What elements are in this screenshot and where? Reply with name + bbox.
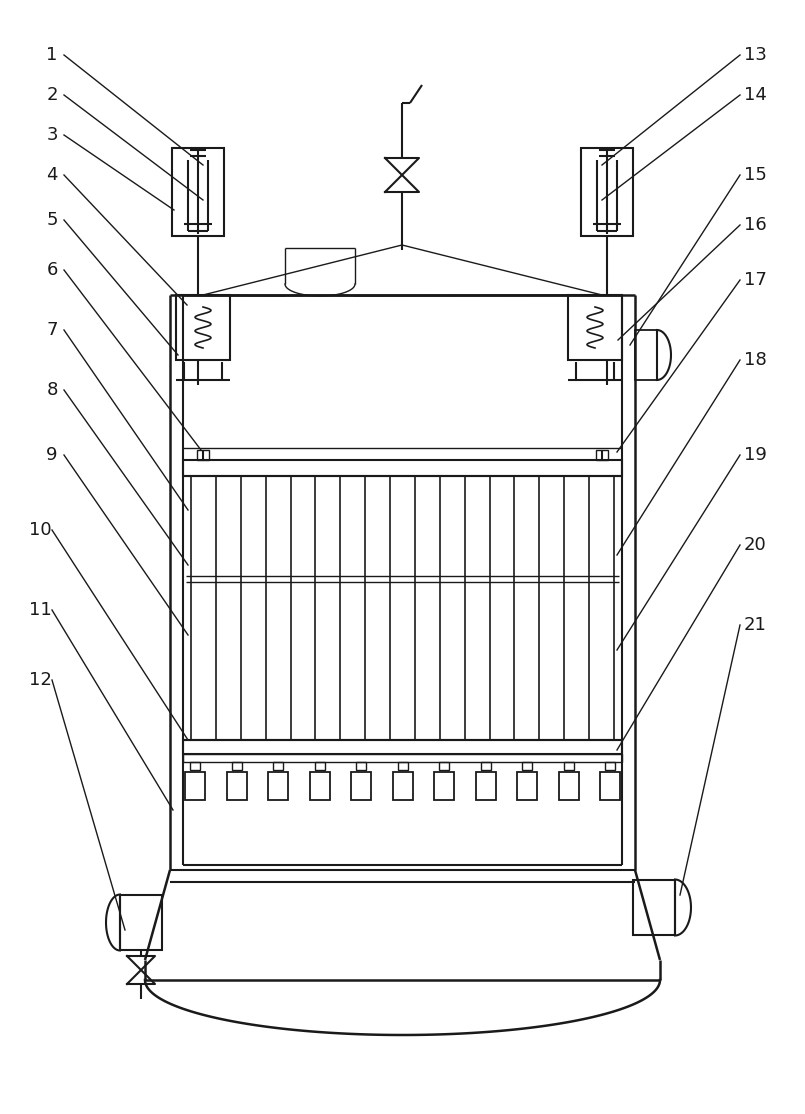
Text: 20: 20 xyxy=(744,536,766,554)
Text: 8: 8 xyxy=(47,381,58,399)
Bar xyxy=(120,895,162,950)
Bar xyxy=(398,762,407,770)
Bar xyxy=(172,148,224,236)
Text: 5: 5 xyxy=(46,211,58,229)
Bar xyxy=(183,460,622,476)
Text: 18: 18 xyxy=(744,351,766,369)
Bar xyxy=(197,450,209,460)
Text: 14: 14 xyxy=(744,86,766,104)
Bar xyxy=(559,772,579,800)
Text: 12: 12 xyxy=(28,671,52,688)
Text: 10: 10 xyxy=(29,521,52,539)
Bar xyxy=(273,762,283,770)
Text: 11: 11 xyxy=(29,600,52,619)
Bar xyxy=(481,762,490,770)
Bar xyxy=(183,754,622,762)
Bar xyxy=(190,762,200,770)
Text: 16: 16 xyxy=(744,216,766,234)
Bar xyxy=(600,772,620,800)
Bar xyxy=(522,762,532,770)
Bar xyxy=(476,772,496,800)
Bar xyxy=(596,450,608,460)
Text: 13: 13 xyxy=(744,46,766,63)
Text: 7: 7 xyxy=(46,321,58,339)
Bar xyxy=(176,295,230,360)
Bar xyxy=(564,762,573,770)
Bar xyxy=(568,295,622,360)
Bar xyxy=(232,762,241,770)
Bar xyxy=(434,772,454,800)
Bar xyxy=(356,762,366,770)
Text: 6: 6 xyxy=(47,261,58,278)
Bar xyxy=(351,772,371,800)
Bar xyxy=(635,330,657,380)
Bar xyxy=(605,762,615,770)
Text: 3: 3 xyxy=(46,126,58,144)
Bar xyxy=(309,772,329,800)
Bar xyxy=(633,880,675,935)
Bar xyxy=(393,772,412,800)
Text: 17: 17 xyxy=(744,271,766,289)
Bar xyxy=(268,772,288,800)
Text: 2: 2 xyxy=(46,86,58,104)
Text: 9: 9 xyxy=(46,446,58,465)
Text: 19: 19 xyxy=(744,446,766,465)
Bar xyxy=(315,762,324,770)
Bar xyxy=(439,762,449,770)
Text: 21: 21 xyxy=(744,616,766,634)
Bar xyxy=(581,148,633,236)
Bar xyxy=(517,772,537,800)
Bar xyxy=(185,772,205,800)
Bar xyxy=(226,772,246,800)
Bar xyxy=(183,740,622,754)
Text: 1: 1 xyxy=(47,46,58,63)
Text: 4: 4 xyxy=(46,166,58,184)
Text: 15: 15 xyxy=(744,166,766,184)
